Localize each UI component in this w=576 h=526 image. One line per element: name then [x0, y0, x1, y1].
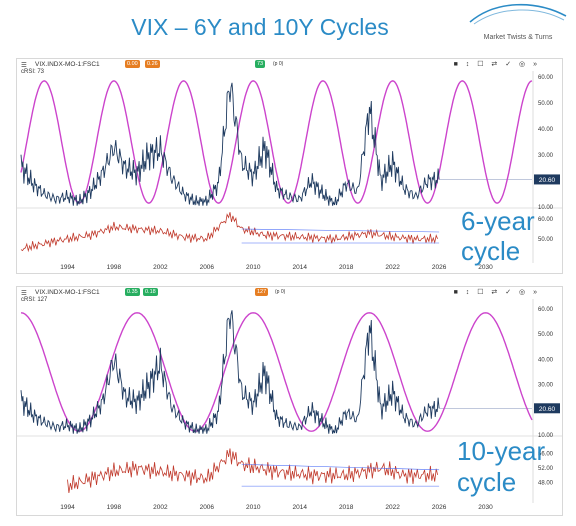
period-label: (p 0): [275, 289, 286, 295]
rsi-label: cRSI: 127: [21, 297, 48, 303]
indicator-badge: 0.35: [125, 288, 140, 296]
chart-canvas: 60.00 50.00 40.00 30.00 10.00 20.60 56.00 52.00…: [17, 299, 562, 511]
y-tick-label: 30.00: [538, 153, 554, 159]
rsi-tick-label: 60.00: [538, 217, 554, 223]
symbol-label[interactable]: VIX.INDX-MO-1:FSC1: [35, 289, 100, 296]
x-tick-label: 2006: [200, 264, 215, 271]
cycle-label: 10-year: [457, 436, 546, 466]
y-tick-label: 10.00: [538, 205, 554, 211]
y-tick-label: 60.00: [538, 75, 554, 81]
cycle-label: cycle: [457, 467, 517, 497]
x-tick-label: 2022: [385, 264, 400, 271]
vix-series-line: [20, 82, 440, 206]
x-tick-label: 1998: [107, 504, 122, 511]
x-tick-label: 1994: [60, 504, 75, 511]
cycle-wave: [20, 312, 533, 432]
count-badge: 127: [255, 288, 269, 296]
x-tick-label: 2002: [153, 264, 168, 271]
cycle-wave: [20, 80, 533, 204]
menu-icon[interactable]: ☰: [21, 290, 27, 297]
price-tag: [534, 403, 560, 414]
count-badge: 73: [255, 60, 266, 68]
brand-logo-swoosh: [469, 3, 567, 25]
x-tick-label: 2022: [385, 504, 400, 511]
chart-toolbar: ☰ VIX.INDX-MO-1:FSC1 0.35 0.18 127 (p 0)…: [17, 287, 562, 299]
x-tick-label: 2010: [246, 504, 261, 511]
y-tick-label: 50.00: [538, 332, 554, 338]
chart-panel-10y: ☰ VIX.INDX-MO-1:FSC1 0.35 0.18 127 (p 0)…: [16, 286, 563, 516]
price-tag-label: 20.60: [539, 406, 556, 413]
x-tick-label: 2030: [478, 264, 493, 271]
chart-panel-6y: ☰ VIX.INDX-MO-1:FSC1 0.00 0.26 73 (p 0) …: [16, 58, 563, 274]
period-label: (p 0): [273, 61, 284, 67]
indicator-badge: 0.00: [125, 60, 140, 68]
rsi-label: cRSI: 73: [21, 69, 45, 75]
page-title: VIX – 6Y and 10Y Cycles: [131, 14, 389, 40]
x-tick-label: 2026: [432, 264, 447, 271]
x-tick-label: 2018: [339, 264, 354, 271]
x-tick-label: 1998: [107, 264, 122, 271]
symbol-label[interactable]: VIX.INDX-MO-1:FSC1: [35, 61, 100, 68]
toolbar-icons[interactable]: ■ ↕ ☐ ⇄ ✓ ◎ »: [453, 61, 540, 68]
y-tick-label: 40.00: [538, 127, 554, 133]
menu-icon[interactable]: ☰: [21, 62, 27, 69]
price-tag: [534, 174, 560, 185]
x-tick-label: 1994: [60, 264, 75, 271]
x-tick-label: 2014: [292, 504, 307, 511]
price-tag-label: 20.60: [539, 177, 556, 184]
rsi-tick-label: 48.00: [538, 481, 554, 487]
vix-series-line: [20, 310, 440, 434]
cycle-label: cycle: [461, 236, 521, 266]
rsi-tick-label: 52.00: [538, 466, 554, 472]
indicator-badge: 0.26: [145, 60, 160, 68]
x-tick-label: 2014: [292, 264, 307, 271]
x-tick-label: 2002: [153, 504, 168, 511]
rsi-trend-band: [241, 464, 440, 471]
x-tick-label: 2010: [246, 264, 261, 271]
rsi-series-line: [67, 448, 438, 493]
toolbar-icons[interactable]: ■ ↕ ☐ ⇄ ✓ ◎ »: [453, 289, 540, 296]
y-tick-label: 60.00: [538, 307, 554, 313]
rsi-series-line: [20, 212, 438, 253]
x-tick-label: 2018: [339, 504, 354, 511]
chart-toolbar: ☰ VIX.INDX-MO-1:FSC1 0.00 0.26 73 (p 0) …: [17, 59, 562, 71]
rsi-tick-label: 56.00: [538, 452, 554, 458]
rsi-trend-band: [241, 228, 440, 233]
y-tick-label: 30.00: [538, 383, 554, 389]
cycle-label: 6-year: [461, 206, 535, 236]
y-tick-label: 50.00: [538, 101, 554, 107]
rsi-tick-label: 50.00: [538, 237, 554, 243]
chart-canvas: 60.00 50.00 40.00 30.00 10.00 20.60 60.00 50.00…: [17, 71, 562, 271]
y-tick-label: 10.00: [538, 433, 554, 439]
indicator-badge: 0.18: [143, 288, 158, 296]
brand-name: Market Twists & Turns: [483, 34, 553, 41]
x-tick-label: 2006: [200, 504, 215, 511]
x-tick-label: 2026: [432, 504, 447, 511]
x-tick-label: 2030: [478, 504, 493, 511]
y-tick-label: 40.00: [538, 357, 554, 363]
